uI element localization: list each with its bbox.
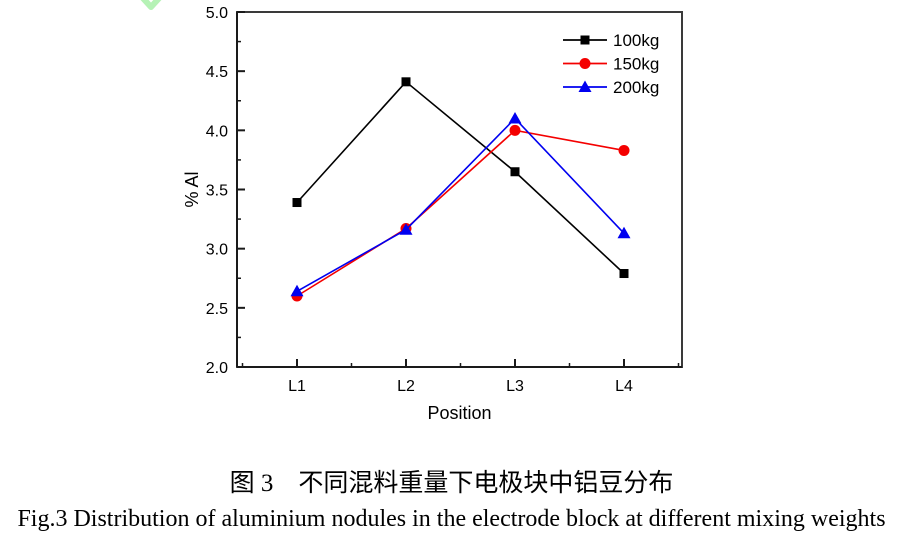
series-200kg	[290, 112, 631, 297]
y-axis-tick-label: 4.5	[206, 64, 228, 81]
marker-200kg-L3	[508, 112, 522, 124]
figure-caption-zh: 图 3 不同混料重量下电极块中铝豆分布	[229, 470, 674, 497]
y-axis-tick-label: 5.0	[206, 5, 228, 22]
x-axis-tick-label: L2	[397, 378, 415, 395]
marker-200kg-L2	[399, 223, 413, 235]
marker-100kg-L1	[292, 198, 302, 208]
series-line-100kg	[296, 80, 625, 275]
legend-entry-150kg: 150kg	[563, 55, 659, 74]
y-axis-tick-label: 2.5	[206, 301, 228, 318]
marker-150kg-L4	[618, 144, 630, 156]
y-axis-tick-label: 4.0	[206, 123, 228, 140]
marker-200kg-L1	[290, 284, 304, 297]
marker-200kg-L4	[617, 226, 631, 239]
y-axis-tick-label: 2.0	[206, 360, 228, 377]
green-chevron-icon	[140, 0, 162, 10]
marker-150kg-L3	[509, 124, 521, 136]
y-axis-title: % Al	[182, 171, 202, 207]
y-axis-tick-label: 3.5	[206, 183, 228, 200]
legend-marker-200kg	[578, 80, 592, 92]
x-axis-tick-label: L3	[506, 378, 524, 395]
line-chart: 2.0 2.5 3.0 3.5 4.0 4.5 5.0 L1 L2 L3 L4 Position % A…	[140, 0, 683, 423]
legend-label: 200kg	[613, 78, 659, 97]
x-axis-tick-label: L4	[615, 378, 633, 395]
legend-marker-150kg	[579, 58, 591, 69]
legend-label: 100kg	[613, 31, 659, 50]
series-line-150kg	[296, 129, 625, 297]
figure-caption-en: Fig.3 Distribution of aluminium nodules …	[17, 506, 886, 532]
marker-100kg-L3	[510, 167, 520, 177]
legend: 100kg 150kg 200kg	[563, 31, 659, 97]
series-line-200kg	[296, 117, 625, 292]
x-axis-title: Position	[427, 403, 491, 423]
marker-100kg-L4	[619, 269, 629, 279]
legend-entry-100kg: 100kg	[563, 31, 659, 50]
y-axis-ticks: 2.0 2.5 3.0 3.5 4.0 4.5 5.0	[206, 5, 245, 377]
marker-100kg-L2	[401, 77, 411, 87]
legend-entry-200kg: 200kg	[563, 78, 659, 97]
x-axis-tick-label: L1	[288, 378, 306, 395]
y-axis-tick-label: 3.0	[206, 242, 228, 259]
x-axis-ticks: L1 L2 L3 L4	[241, 359, 680, 395]
series-100kg	[292, 77, 629, 279]
legend-label: 150kg	[613, 55, 659, 74]
legend-marker-100kg	[580, 35, 590, 45]
